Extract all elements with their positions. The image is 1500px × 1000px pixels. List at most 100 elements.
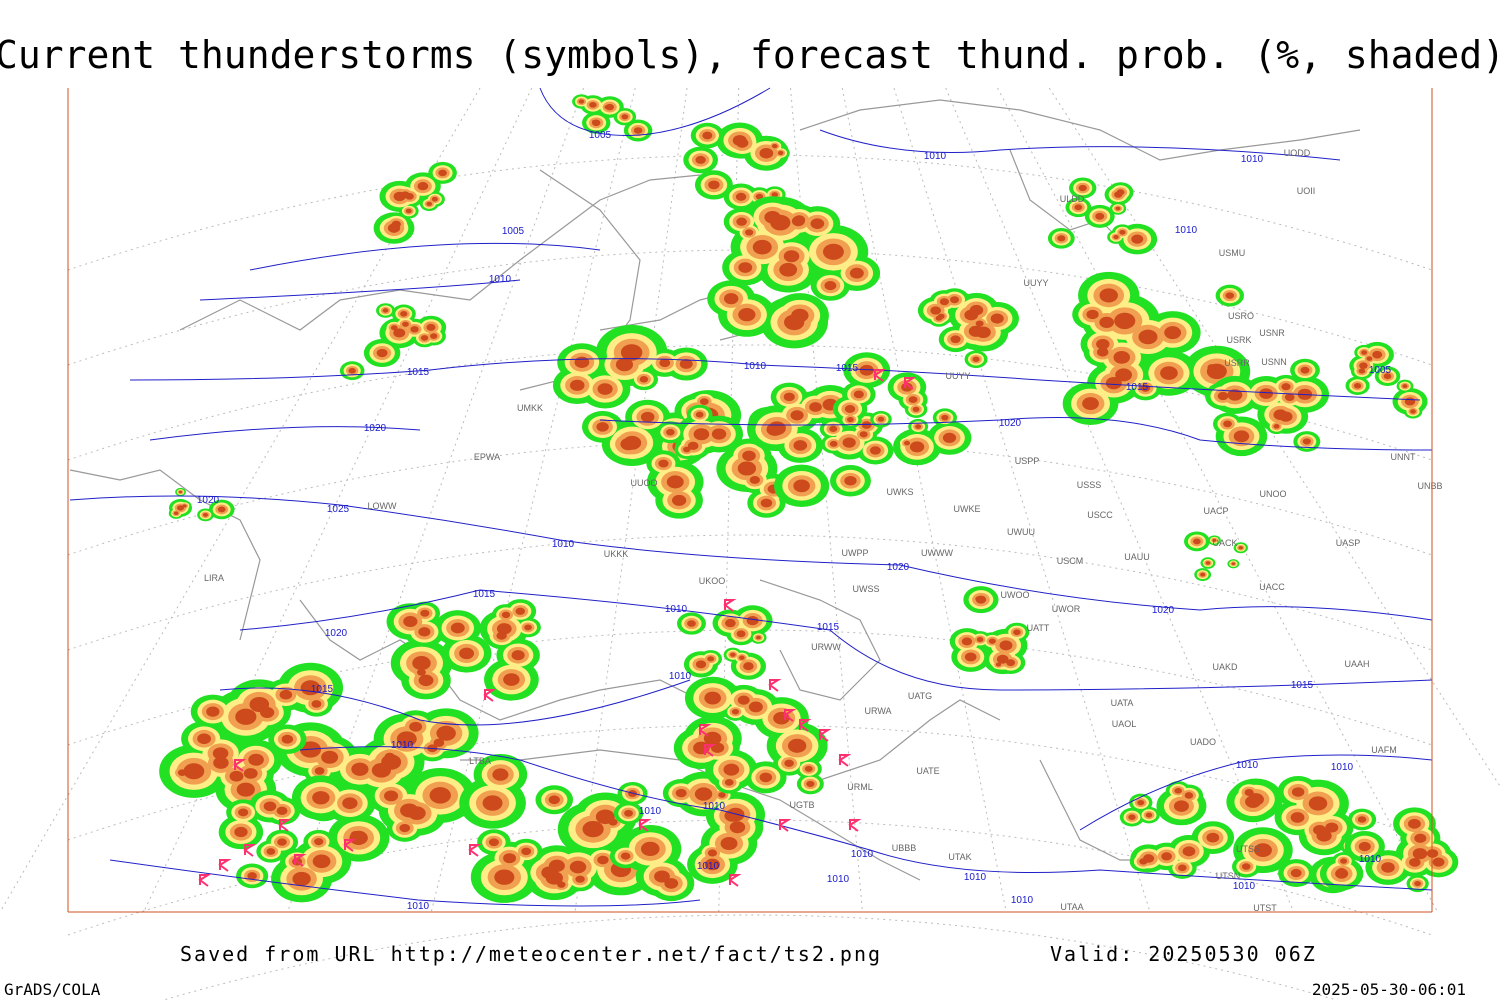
probability-area — [1116, 189, 1125, 196]
station-code: UAUU — [1124, 552, 1150, 562]
probability-area — [515, 607, 526, 615]
probability-area — [975, 320, 984, 327]
probability-area — [1290, 868, 1302, 878]
probability-area — [969, 304, 984, 316]
probability-area — [405, 208, 412, 214]
probability-area — [759, 147, 774, 159]
isobar — [599, 417, 1433, 451]
probability-area — [779, 262, 798, 277]
probability-area — [1353, 382, 1362, 389]
isobar — [819, 129, 1341, 161]
probability-area — [229, 770, 244, 782]
probability-area — [654, 870, 670, 883]
probability-area — [1409, 857, 1421, 867]
station-code: URWA — [865, 706, 892, 716]
probability-area — [844, 405, 856, 413]
probability-area — [429, 787, 451, 804]
probability-area — [675, 788, 687, 798]
probability-area — [999, 640, 1013, 651]
probability-area — [206, 706, 220, 717]
probability-area — [1358, 368, 1366, 374]
probability-area — [1358, 841, 1371, 852]
isobar — [109, 859, 701, 907]
graticule — [67, 249, 1433, 366]
probability-area — [1205, 561, 1211, 565]
probability-area — [620, 852, 631, 860]
probability-area — [1099, 316, 1115, 329]
probability-area — [1284, 393, 1295, 401]
isobar-label: 1020 — [999, 418, 1022, 429]
probability-area — [248, 753, 264, 766]
thunderstorm-symbol — [838, 754, 852, 767]
probability-area — [941, 414, 949, 421]
isobar-label: 1010 — [489, 274, 512, 285]
isobar-label: 1015 — [311, 684, 334, 695]
probability-area — [1174, 787, 1182, 794]
probability-area — [1096, 338, 1110, 350]
probability-area — [783, 250, 800, 263]
station-code: USRO — [1228, 311, 1254, 321]
probability-area — [724, 778, 734, 786]
isobar-label: 1005 — [589, 130, 612, 141]
source-url: Saved from URL http://meteocenter.net/fa… — [180, 942, 882, 966]
thunderstorm-symbol — [698, 724, 712, 737]
probability-area — [738, 262, 753, 273]
probability-area — [729, 821, 746, 834]
probability-area — [742, 450, 756, 461]
probability-area — [433, 738, 445, 747]
probability-area — [711, 428, 727, 440]
probability-area — [1308, 796, 1328, 811]
station-code: UACK — [1212, 538, 1237, 548]
thunderstorm-symbol — [728, 874, 742, 887]
isobar-label: 1010 — [744, 361, 767, 372]
probability-area — [1300, 366, 1310, 374]
station-code: USPP — [1015, 456, 1040, 466]
station-code: UNBB — [1417, 481, 1442, 491]
probability-area — [376, 348, 388, 358]
valid-time: Valid: 20250530 06Z — [1050, 942, 1317, 966]
coastline — [799, 99, 1361, 161]
probability-area — [718, 792, 726, 798]
probability-area — [420, 609, 430, 617]
graticule — [841, 87, 1007, 913]
probability-area — [869, 446, 881, 455]
probability-area — [384, 790, 399, 802]
probability-area — [633, 127, 643, 134]
station-code: LIRA — [204, 573, 224, 583]
isobar — [1079, 754, 1433, 831]
isobar-label: 1010 — [391, 740, 414, 751]
probability-area — [321, 750, 339, 764]
probability-area — [790, 410, 804, 421]
isobar-label: 1010 — [851, 849, 874, 860]
isobar — [219, 679, 691, 726]
probability-area — [666, 428, 675, 436]
station-code: UBBB — [892, 843, 917, 853]
probability-area — [548, 859, 565, 872]
thunderstorm-symbol — [848, 819, 862, 832]
thunderstorm-symbol — [293, 854, 307, 867]
probability-area — [942, 432, 957, 443]
probability-area — [1247, 793, 1264, 806]
isobar — [69, 495, 1433, 621]
thunderstorm-symbol — [343, 839, 357, 852]
station-code: URWW — [811, 642, 841, 652]
graticule — [67, 439, 1433, 556]
probability-area — [400, 803, 419, 818]
probability-area — [1006, 659, 1016, 667]
probability-area — [1290, 812, 1305, 823]
probability-area — [1302, 438, 1311, 445]
probability-area — [784, 759, 794, 767]
station-code: UTSS — [1236, 844, 1260, 854]
probability-area — [1259, 388, 1274, 399]
probability-area — [737, 695, 750, 705]
probability-area — [243, 711, 253, 719]
probability-area — [247, 872, 257, 880]
probability-area — [1114, 312, 1136, 330]
probability-area — [1057, 235, 1066, 242]
probability-area — [640, 841, 660, 857]
probability-area — [746, 616, 759, 626]
probability-area — [671, 494, 687, 506]
probability-area — [1402, 384, 1408, 389]
isobar-label: 1010 — [665, 604, 688, 615]
station-code: UWWW — [921, 548, 953, 558]
